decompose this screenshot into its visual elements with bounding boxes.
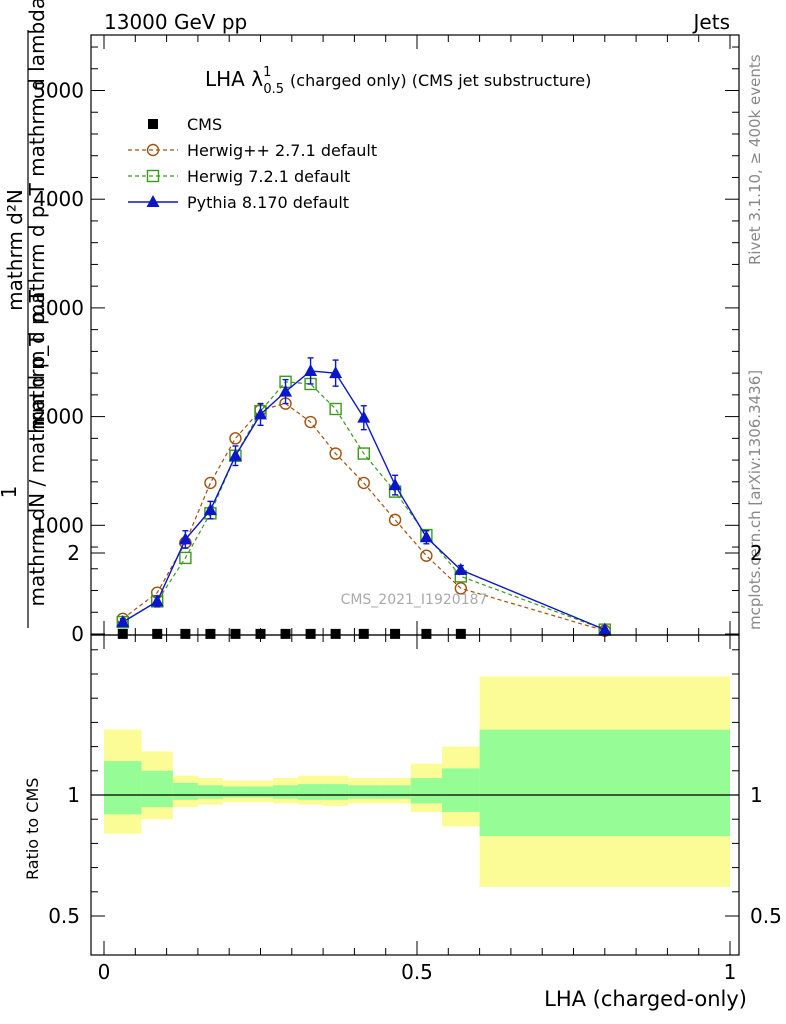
main-ytick-label: 1000: [33, 513, 84, 537]
data-point-pythia-8-170-default: [454, 562, 468, 575]
data-point-pythia-8-170-default: [116, 615, 130, 628]
data-point-pythia-8-170-default: [329, 366, 343, 379]
ratio-ytick-label-left: 2: [67, 541, 80, 565]
data-point-herwig-7-2-1-default: [179, 551, 192, 565]
ratio-xtick-label: 0.5: [401, 960, 433, 984]
ratio-ytick-label-left: 0.5: [48, 904, 80, 928]
mcplots-label: mcplots.cern.ch [arXiv:1306.3436]: [746, 370, 764, 630]
series-line-pythia-8-170-default: [122, 370, 606, 631]
ratio-band-inner: [348, 785, 380, 799]
ylabel-top-2: mathrm d p_T mathrm d lambda: [25, 0, 49, 323]
data-point-cms: [358, 628, 369, 639]
data-point-pythia-8-170-default: [388, 478, 402, 491]
ratio-ytick-label-right: 1: [750, 783, 763, 807]
data-point-cms: [280, 628, 291, 639]
legend-marker-cms: [148, 119, 158, 129]
data-point-cms: [305, 628, 316, 639]
main-ylabel: mathrm d²N mathrm d p_T mathrm d lambda …: [0, 0, 49, 628]
ylabel-one: 1: [0, 486, 21, 499]
legend-marker-herwig-7-2-1-default: [146, 169, 160, 183]
series-pythia-8-170-default: [116, 357, 612, 635]
data-point-cms: [421, 628, 432, 639]
data-point-pythia-8-170-default: [178, 532, 192, 545]
data-point-herwig-2-7-1-default: [329, 447, 342, 460]
data-point-herwig-2-7-1-default: [454, 582, 468, 595]
series-line-herwig-7-2-1-default: [122, 381, 606, 631]
x-axis-label: LHA (charged-only): [544, 987, 747, 1011]
legend-label-pythia-8-170-default: Pythia 8.170 default: [187, 193, 349, 212]
ylabel-bottom-2: mathrm d p_T: [25, 289, 49, 430]
data-point-pythia-8-170-default: [279, 384, 293, 397]
data-point-herwig-2-7-1-default: [357, 476, 370, 490]
data-point-cms: [152, 628, 163, 639]
data-point-cms: [180, 628, 191, 639]
ratio-ylabel: Ratio to CMS: [23, 778, 42, 880]
data-point-pythia-8-170-default: [228, 448, 242, 461]
data-point-cms: [330, 628, 341, 639]
legend-marker-pythia-8-170-default: [146, 195, 160, 207]
ratio-band-inner: [247, 786, 274, 798]
ratio-band-inner: [298, 784, 324, 800]
chart-title: LHA λ1 0.5 (charged only) (CMS jet substru…: [205, 65, 591, 97]
data-point-cms: [255, 628, 266, 639]
ylabel-bottom: mathrm dN / mathrm d p_T: [25, 333, 49, 607]
ratio-band-inner: [141, 770, 173, 808]
data-point-herwig-2-7-1-default: [304, 415, 317, 429]
data-point-herwig-2-7-1-default: [229, 432, 242, 445]
data-point-pythia-8-170-default: [419, 530, 433, 543]
data-point-pythia-8-170-default: [254, 407, 267, 420]
ratio-band-inner: [410, 778, 443, 804]
legend-label-cms: CMS: [187, 115, 222, 134]
main-ytick-label: 2000: [33, 405, 84, 429]
data-point-herwig-2-7-1-default: [388, 513, 402, 527]
ratio-ytick-label-right: 0.5: [750, 904, 782, 928]
data-point-pythia-8-170-default: [203, 503, 217, 516]
header-collision-label: 13000 GeV pp: [104, 10, 247, 34]
data-point-herwig-2-7-1-default: [204, 476, 217, 490]
data-point-cms: [117, 628, 128, 639]
legend-marker-herwig-2-7-1-default: [146, 143, 160, 157]
legend-label-herwig-2-7-1-default: Herwig++ 2.7.1 default: [187, 141, 377, 160]
data-point-cms: [205, 628, 216, 639]
rivet-version-label: Rivet 3.1.10, ≥ 400k events: [746, 54, 764, 265]
ratio-ytick-label-left: 1: [67, 783, 80, 807]
ratio-band-inner: [442, 768, 480, 812]
watermark: CMS_2021_I1920187: [341, 592, 488, 608]
ratio-xtick-label: 1: [724, 960, 737, 984]
ratio-panel: 0.5 0.5 1 1 2 2 0 0.5 1: [48, 541, 782, 984]
data-point-cms: [230, 628, 241, 639]
main-panel: 0 1000 2000 3000 4000 5000 CMS_2021_I1920187: [33, 34, 740, 646]
legend-label-herwig-7-2-1-default: Herwig 7.2.1 default: [187, 167, 350, 186]
series-cms: [117, 628, 466, 639]
main-ytick-label: 4000: [33, 187, 84, 211]
ylabel-top: mathrm d²N: [3, 189, 27, 311]
ratio-band-inner: [197, 785, 223, 799]
main-ytick-label: 5000: [33, 79, 84, 103]
ratio-band-inner: [172, 782, 198, 800]
data-point-herwig-7-2-1-default: [357, 447, 370, 460]
data-point-pythia-8-170-default: [357, 410, 371, 423]
data-point-cms: [390, 628, 401, 639]
main-ytick-label: 0: [71, 622, 84, 646]
ratio-band-inner: [379, 785, 411, 799]
ratio-ytick-label-right: 2: [750, 541, 763, 565]
ratio-band-inner: [273, 785, 299, 799]
data-point-cms: [455, 628, 466, 639]
data-point-pythia-8-170-default: [598, 622, 612, 635]
ratio-band-inner: [222, 786, 248, 798]
main-ytick-label: 3000: [33, 296, 84, 320]
ratio-band-inner: [104, 761, 142, 815]
series-line-herwig-2-7-1-default: [122, 402, 605, 632]
data-point-pythia-8-170-default: [150, 594, 164, 607]
ratio-panel-frame: [90, 634, 740, 956]
data-point-herwig-2-7-1-default: [420, 549, 433, 562]
ratio-xtick-label: 0: [98, 960, 111, 984]
data-point-herwig-7-2-1-default: [329, 402, 342, 416]
legend: CMS Herwig++ 2.7.1 default Herwig 7.2.1 de…: [128, 115, 377, 212]
data-point-pythia-8-170-default: [304, 363, 318, 376]
header-jets-label: Jets: [692, 10, 730, 34]
ratio-band-inner: [323, 784, 349, 800]
ratio-band-inner: [479, 729, 730, 837]
